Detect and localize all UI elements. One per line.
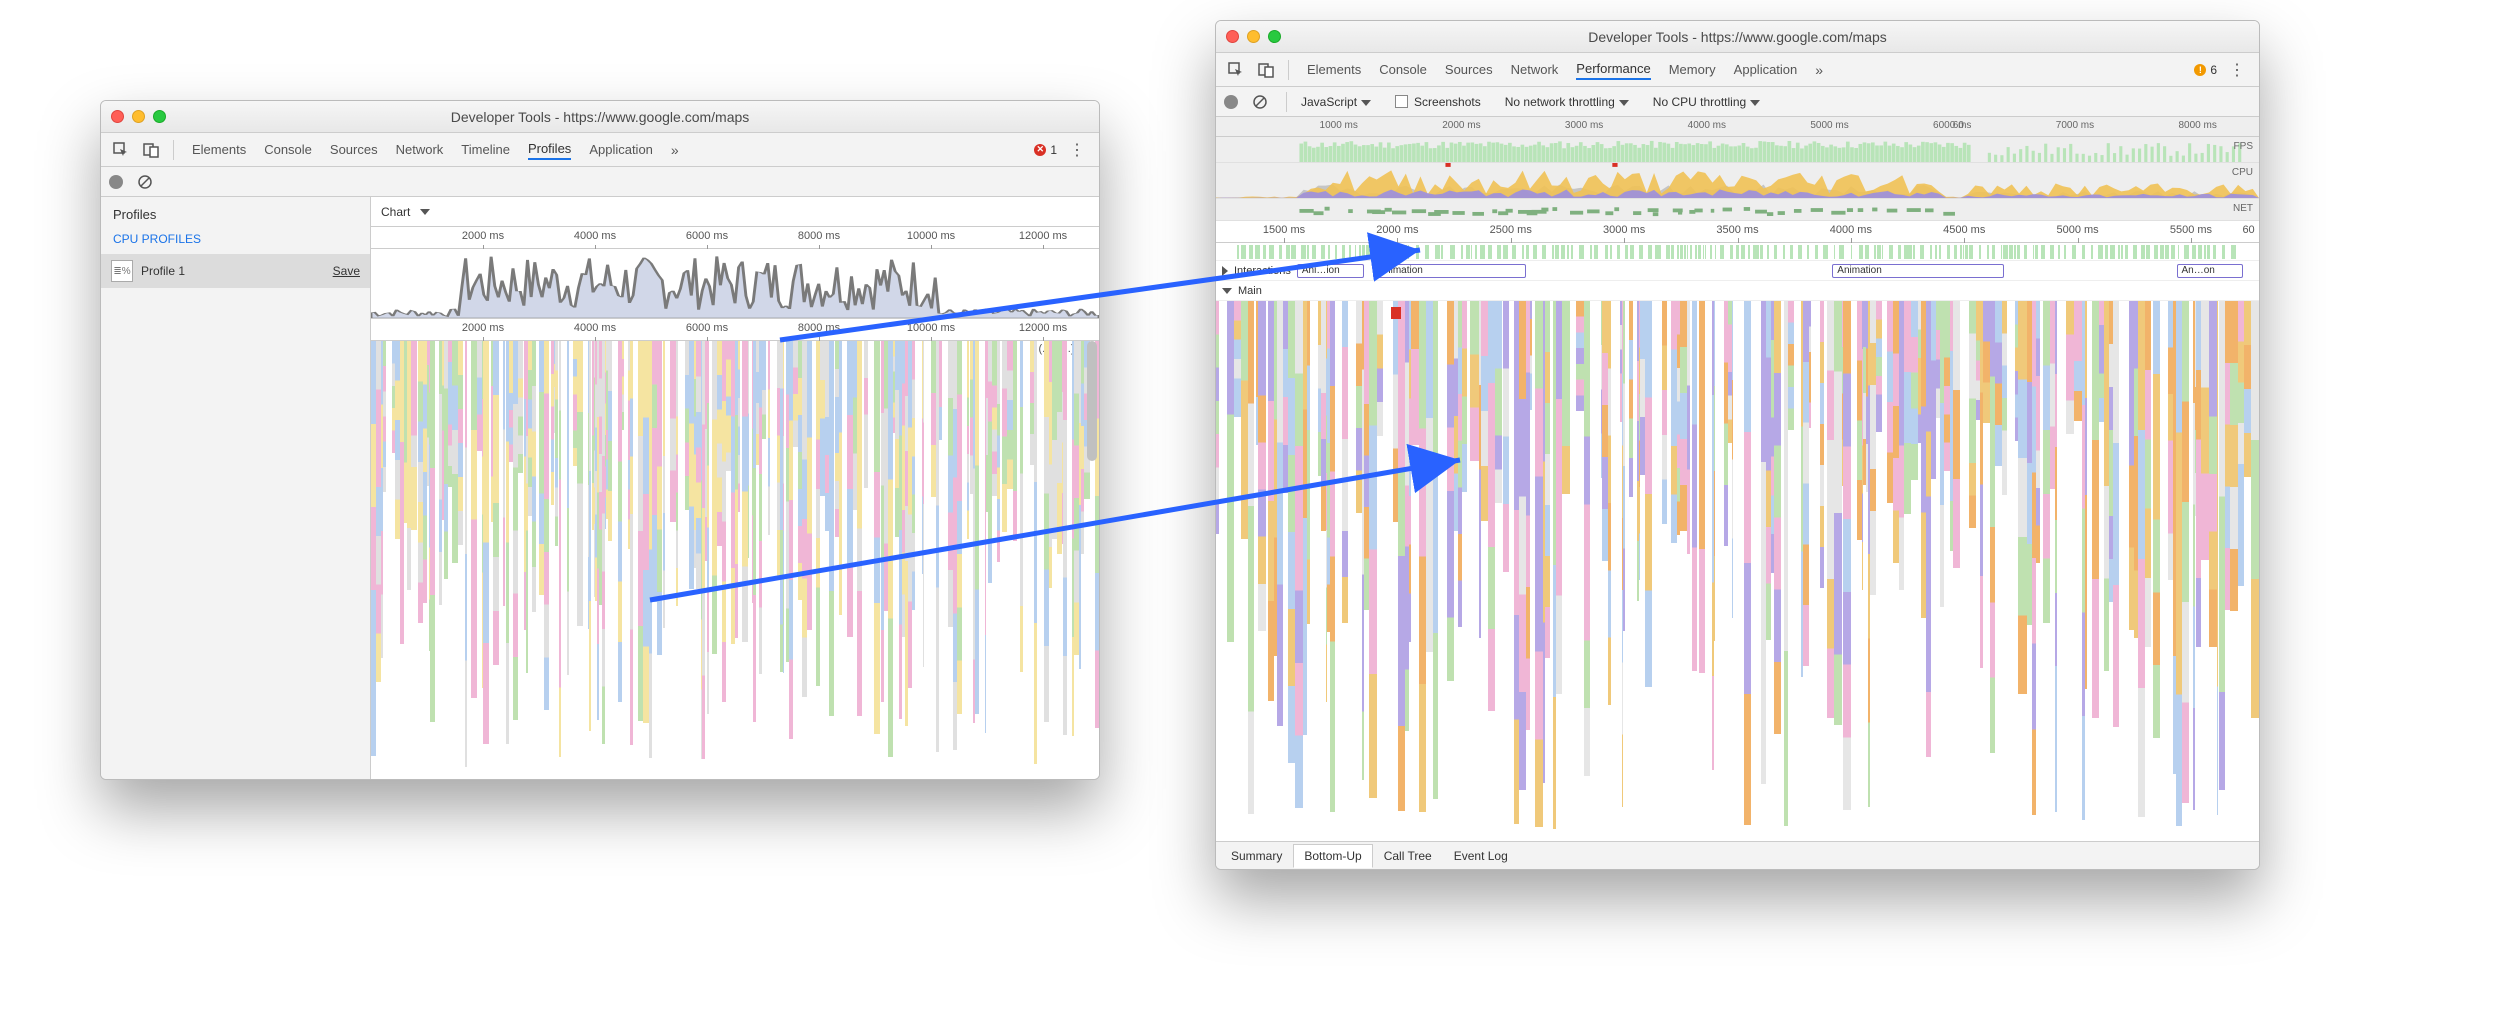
performance-subbar: JavaScript Screenshots No network thrott… xyxy=(1216,87,2259,117)
record-button[interactable] xyxy=(1224,95,1238,109)
divider xyxy=(1288,60,1289,80)
time-axis-detail: 2000 ms4000 ms6000 ms8000 ms10000 ms1200… xyxy=(371,319,1099,341)
panel-tabs: Elements Console Sources Network Timelin… xyxy=(184,139,1028,160)
main-flame-chart[interactable] xyxy=(1216,301,2259,841)
overview-time-axis: 1000 ms2000 ms3000 ms4000 ms5000 ms6000 … xyxy=(1216,117,2259,137)
detail-time-axis: 1500 ms2000 ms2500 ms3000 ms3500 ms4000 … xyxy=(1216,221,2259,243)
settings-menu-icon[interactable]: ⋮ xyxy=(1063,140,1091,160)
inspect-icon[interactable] xyxy=(109,138,133,162)
titlebar[interactable]: Developer Tools - https://www.google.com… xyxy=(1216,21,2259,53)
cpu-row: CPU xyxy=(1216,163,2259,199)
profile-item[interactable]: ≣% Profile 1 Save xyxy=(101,254,370,288)
sidebar-section: CPU PROFILES xyxy=(101,228,370,250)
tab-event-log[interactable]: Event Log xyxy=(1443,844,1519,868)
long-task-marker xyxy=(1391,307,1401,319)
profiles-sidebar: Profiles CPU PROFILES ≣% Profile 1 Save xyxy=(101,197,371,779)
chart-area: Chart 2000 ms4000 ms6000 ms8000 ms10000 … xyxy=(371,197,1099,779)
tab-network[interactable]: Network xyxy=(1511,60,1559,79)
profiles-subbar xyxy=(101,167,1099,197)
error-count: 1 xyxy=(1050,143,1057,157)
frames-strip xyxy=(1216,243,2259,261)
bottom-tabs: Summary Bottom-Up Call Tree Event Log xyxy=(1216,841,2259,869)
main-track-header[interactable]: Main xyxy=(1216,281,2259,301)
divider xyxy=(173,140,174,160)
tab-application[interactable]: Application xyxy=(1734,60,1798,79)
tabs-overflow-icon[interactable]: » xyxy=(1815,62,1823,78)
time-axis-overview: 2000 ms4000 ms6000 ms8000 ms10000 ms1200… xyxy=(371,227,1099,249)
tab-elements[interactable]: Elements xyxy=(1307,60,1361,79)
view-selector-label: Chart xyxy=(381,205,410,219)
clear-icon[interactable] xyxy=(133,170,157,194)
cpu-overview[interactable] xyxy=(371,249,1099,319)
device-toggle-icon[interactable] xyxy=(1254,58,1278,82)
tab-network[interactable]: Network xyxy=(396,140,444,159)
window-title: Developer Tools - https://www.google.com… xyxy=(101,109,1099,125)
flame-columns xyxy=(371,341,1099,779)
tab-elements[interactable]: Elements xyxy=(192,140,246,159)
save-link[interactable]: Save xyxy=(333,264,360,278)
capture-dropdown[interactable]: JavaScript xyxy=(1301,95,1371,109)
cpu-label: CPU xyxy=(2232,167,2253,178)
warning-count: 6 xyxy=(2210,63,2217,77)
chevron-down-icon xyxy=(1619,100,1629,106)
tab-profiles[interactable]: Profiles xyxy=(528,139,571,160)
screenshots-label: Screenshots xyxy=(1414,95,1481,109)
clear-icon[interactable] xyxy=(1248,90,1272,114)
profile-label: Profile 1 xyxy=(141,264,185,278)
tab-console[interactable]: Console xyxy=(264,140,312,159)
tab-console[interactable]: Console xyxy=(1379,60,1427,79)
expand-icon xyxy=(1222,266,1228,276)
fps-label: FPS xyxy=(2234,141,2253,152)
performance-body: 1000 ms2000 ms3000 ms4000 ms5000 ms6000 … xyxy=(1216,117,2259,869)
profiles-body: Profiles CPU PROFILES ≣% Profile 1 Save … xyxy=(101,197,1099,779)
animation-segments: Ani…ionAnimationAnimationAn…on xyxy=(1297,262,2253,280)
devtools-window-performance: Developer Tools - https://www.google.com… xyxy=(1215,20,2260,870)
window-title: Developer Tools - https://www.google.com… xyxy=(1216,29,2259,45)
devtools-toolbar: Elements Console Sources Network Timelin… xyxy=(101,133,1099,167)
tab-timeline[interactable]: Timeline xyxy=(461,140,510,159)
inspect-icon[interactable] xyxy=(1224,58,1248,82)
titlebar[interactable]: Developer Tools - https://www.google.com… xyxy=(101,101,1099,133)
interactions-label: Interactions xyxy=(1234,265,1291,277)
warning-icon: ! xyxy=(2194,64,2206,76)
tabs-overflow-icon[interactable]: » xyxy=(671,142,679,158)
settings-menu-icon[interactable]: ⋮ xyxy=(2223,60,2251,80)
fps-row: FPS xyxy=(1216,137,2259,163)
tab-memory[interactable]: Memory xyxy=(1669,60,1716,79)
network-throttle-dropdown[interactable]: No network throttling xyxy=(1505,95,1629,109)
devtools-window-profiles: Developer Tools - https://www.google.com… xyxy=(100,100,1100,780)
net-label: NET xyxy=(2233,203,2253,214)
checkbox-icon xyxy=(1395,95,1408,108)
warning-badge[interactable]: ! 6 xyxy=(2194,63,2217,77)
record-button[interactable] xyxy=(109,175,123,189)
tab-sources[interactable]: Sources xyxy=(330,140,378,159)
tab-sources[interactable]: Sources xyxy=(1445,60,1493,79)
cpu-throttle-dropdown[interactable]: No CPU throttling xyxy=(1653,95,1760,109)
devtools-toolbar: Elements Console Sources Network Perform… xyxy=(1216,53,2259,87)
tab-bottom-up[interactable]: Bottom-Up xyxy=(1293,844,1372,868)
device-toggle-icon[interactable] xyxy=(139,138,163,162)
tab-application[interactable]: Application xyxy=(589,140,653,159)
error-badge[interactable]: ✕ 1 xyxy=(1034,143,1057,157)
flame-columns xyxy=(1216,301,2259,841)
net-row: NET xyxy=(1216,199,2259,221)
chevron-down-icon xyxy=(1361,100,1371,106)
collapse-icon xyxy=(1222,288,1232,294)
divider xyxy=(1286,92,1287,112)
sidebar-heading: Profiles xyxy=(101,197,370,228)
chevron-down-icon xyxy=(420,209,430,215)
panel-tabs: Elements Console Sources Network Perform… xyxy=(1299,59,2188,80)
tab-summary[interactable]: Summary xyxy=(1220,844,1293,868)
error-icon: ✕ xyxy=(1034,144,1046,156)
flame-chart[interactable]: (...) (...)(...) xyxy=(371,341,1099,779)
profile-icon: ≣% xyxy=(111,260,133,282)
chevron-down-icon xyxy=(1750,100,1760,106)
interactions-track-header[interactable]: Interactions Ani…ionAnimationAnimationAn… xyxy=(1216,261,2259,281)
tab-call-tree[interactable]: Call Tree xyxy=(1373,844,1443,868)
tab-performance[interactable]: Performance xyxy=(1576,59,1650,80)
main-label: Main xyxy=(1238,285,1262,297)
view-selector[interactable]: Chart xyxy=(371,197,1099,227)
screenshots-toggle[interactable]: Screenshots xyxy=(1395,95,1481,109)
scrollbar-thumb[interactable] xyxy=(1087,341,1097,461)
